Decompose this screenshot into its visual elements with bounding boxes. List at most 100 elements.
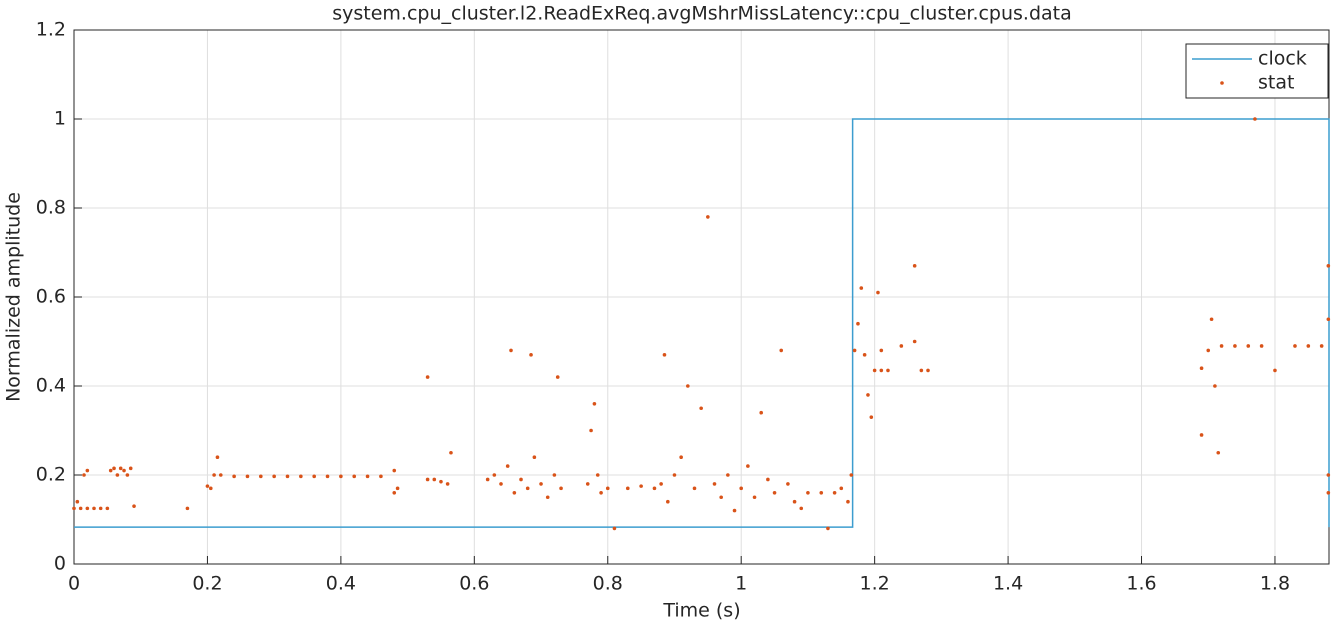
stat-point <box>849 473 854 477</box>
stat-point <box>529 353 533 357</box>
stat-point <box>662 353 667 357</box>
stat-point <box>772 491 777 495</box>
y-tick-label: 0.4 <box>36 375 66 397</box>
stat-point <box>1219 344 1224 348</box>
stat-point <box>72 506 76 511</box>
stat-point <box>672 473 677 477</box>
stat-point <box>605 486 610 491</box>
stat-point <box>706 215 710 219</box>
stat-point <box>1216 450 1221 455</box>
stat-point <box>886 368 890 373</box>
stat-point <box>659 482 663 486</box>
stat-point <box>339 474 343 479</box>
stat-point <box>1206 348 1211 353</box>
stat-point <box>78 506 83 511</box>
y-tick-label: 0 <box>54 553 66 575</box>
stat-point <box>686 384 690 388</box>
stat-point <box>592 402 597 406</box>
stat-point <box>862 353 867 357</box>
stat-point <box>852 348 857 353</box>
legend-swatch <box>1220 81 1224 85</box>
x-tick-label: 1.8 <box>1260 573 1290 595</box>
stat-point <box>132 504 136 508</box>
y-tick-label: 1.2 <box>36 19 66 41</box>
stat-point <box>439 479 443 484</box>
x-tick-label: 1.6 <box>1126 573 1156 595</box>
stat-point <box>1326 264 1331 268</box>
stat-point <box>872 368 877 373</box>
stat-point <box>1319 344 1324 348</box>
x-axis-label: Time (s) <box>662 600 740 622</box>
stat-point <box>1246 344 1251 348</box>
stat-point <box>299 474 303 479</box>
stat-point <box>1209 317 1214 322</box>
stat-point <box>215 455 220 460</box>
stat-point <box>532 455 537 460</box>
legend-label: clock <box>1258 48 1307 70</box>
stat-point <box>1233 344 1237 348</box>
stat-point <box>272 474 276 479</box>
stat-point <box>115 473 120 477</box>
stat-point <box>919 368 924 373</box>
stat-point <box>612 526 617 531</box>
stat-point <box>859 286 864 290</box>
stat-point <box>826 526 830 531</box>
stat-point <box>395 486 400 491</box>
x-tick-label: 0.8 <box>593 573 623 595</box>
stat-point <box>799 506 804 511</box>
x-tick-label: 0.6 <box>459 573 489 595</box>
x-tick-label: 0.2 <box>192 573 222 595</box>
stat-point <box>108 468 113 473</box>
stat-point <box>912 339 917 344</box>
y-tick-label: 0.6 <box>36 286 66 308</box>
stat-point <box>926 368 930 373</box>
stat-point <box>832 491 837 495</box>
stat-point <box>876 290 880 295</box>
stat-point <box>806 491 810 495</box>
stat-point <box>1293 344 1297 348</box>
stat-point <box>505 464 510 468</box>
stat-point <box>726 473 730 477</box>
stat-point <box>1199 433 1204 437</box>
stat-point <box>1213 384 1217 388</box>
stat-point <box>739 486 743 491</box>
stat-point <box>92 506 96 511</box>
stat-point <box>105 506 110 511</box>
stat-point <box>692 486 697 491</box>
stat-point <box>118 466 123 471</box>
stat-point <box>752 495 757 500</box>
stat-point <box>585 482 590 486</box>
stat-point <box>525 486 530 491</box>
stat-point <box>869 415 874 419</box>
stat-point <box>212 473 216 477</box>
stat-point <box>792 499 797 504</box>
stat-point <box>1259 344 1264 348</box>
stat-point <box>679 455 683 460</box>
stat-point <box>425 375 430 379</box>
stat-point <box>539 482 543 486</box>
stat-point <box>485 477 490 482</box>
stat-point <box>449 450 453 455</box>
y-tick-label: 1 <box>54 108 66 130</box>
stat-point <box>185 506 190 511</box>
x-tick-label: 0 <box>68 573 80 595</box>
stat-point <box>759 410 764 415</box>
stat-point <box>82 473 86 477</box>
stat-point <box>1253 117 1257 121</box>
stat-point <box>365 474 370 479</box>
y-tick-label: 0.2 <box>36 464 66 486</box>
stat-point <box>432 477 437 482</box>
stat-point <box>509 348 513 353</box>
stat-point <box>512 491 517 495</box>
x-tick-label: 1 <box>735 573 747 595</box>
stat-point <box>392 468 397 473</box>
stat-point <box>599 491 603 495</box>
stat-point <box>1306 344 1311 348</box>
stat-point <box>392 491 397 495</box>
stat-point <box>732 508 737 513</box>
stat-point <box>122 468 126 473</box>
stat-point <box>839 486 844 491</box>
stat-point <box>218 473 223 477</box>
stat-point <box>85 506 90 511</box>
